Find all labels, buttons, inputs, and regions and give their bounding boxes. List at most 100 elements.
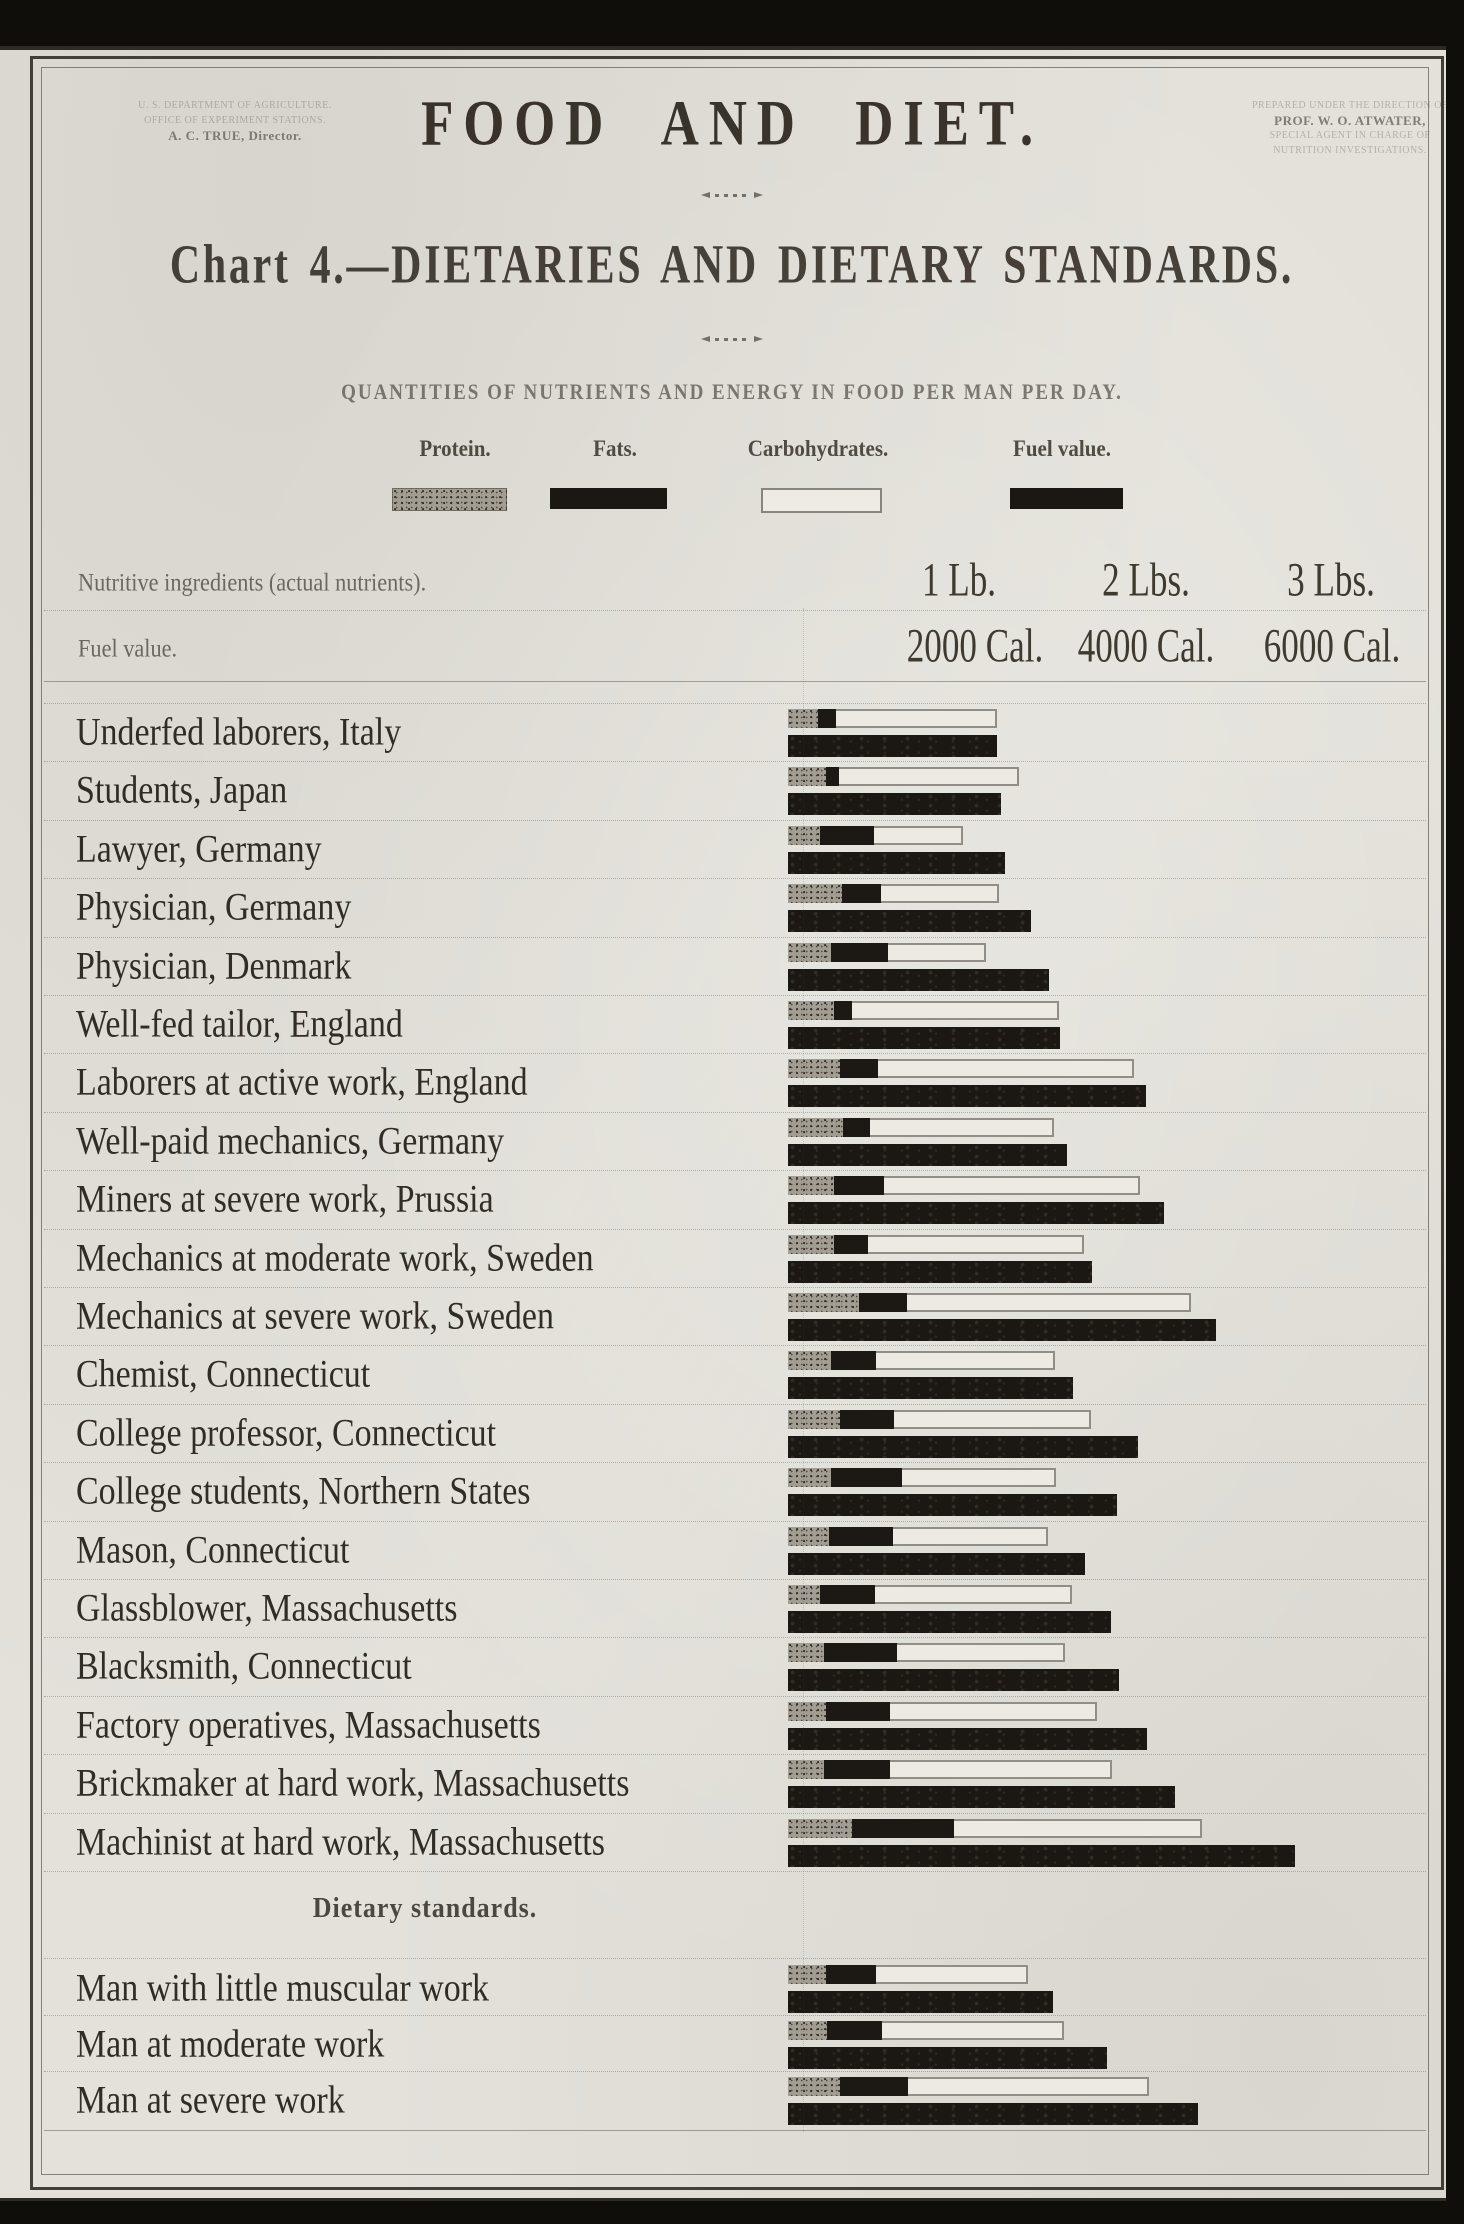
- page-title: FOOD AND DIET.: [421, 87, 1043, 159]
- credit-right-line1: PREPARED UNDER THE DIRECTION OF: [1251, 100, 1449, 111]
- nutrients-bar: [788, 1409, 1091, 1429]
- ornament-right-arrow-icon: [754, 336, 763, 342]
- fats-segment: [820, 825, 874, 845]
- row-separator-line: [44, 1345, 1426, 1347]
- row-label: Machinist at hard work, Massachusetts: [76, 1819, 605, 1863]
- row-label: College students, Northern States: [76, 1468, 531, 1513]
- carbohydrates-segment: [876, 1351, 1055, 1371]
- protein-segment: [788, 1176, 834, 1196]
- fuel-value-bar: [788, 735, 997, 757]
- chart-row: Factory operatives, Massachusetts: [0, 1699, 1464, 1757]
- chart-row: College professor, Connecticut: [0, 1407, 1464, 1465]
- row-label: Physician, Denmark: [76, 943, 352, 987]
- row-label: Lawyer, Germany: [76, 826, 322, 871]
- fuel-value-bar: [788, 1085, 1146, 1108]
- row-separator-line: [44, 1287, 1426, 1288]
- row-separator-line: [44, 2071, 1426, 2072]
- nutrients-bar: [788, 1234, 1084, 1254]
- fats-segment: [824, 1643, 897, 1663]
- axis-tick-1lb: 1 Lb.: [921, 554, 997, 607]
- protein-segment: [788, 1409, 840, 1429]
- carbohydrates-segment: [954, 1818, 1202, 1838]
- carbohydrates-segment: [836, 709, 997, 728]
- row-label: Well-paid mechanics, Germany: [76, 1118, 505, 1163]
- chart-row: Brickmaker at hard work, Massachusetts: [0, 1757, 1464, 1815]
- fats-segment: [820, 1585, 875, 1604]
- fats-segment: [834, 1176, 884, 1196]
- fuel-value-bar: [788, 1669, 1119, 1692]
- column-divider-line: [803, 608, 804, 2132]
- fuel-value-bar: [788, 1377, 1073, 1400]
- fats-segment: [826, 1701, 890, 1721]
- row-label: Well-fed tailor, England: [76, 1001, 403, 1046]
- credit-left-line3: A. C. TRUE, Director.: [168, 128, 302, 143]
- chart-frame-outer: [30, 56, 1444, 2190]
- nutrients-bar: [788, 1059, 1134, 1079]
- row-separator-line: [44, 1695, 1426, 1697]
- row-separator-line: [44, 1228, 1426, 1230]
- chart-row: Physician, Denmark: [0, 940, 1464, 998]
- carbohydrates-segment: [897, 1643, 1065, 1663]
- row-label: College professor, Connecticut: [76, 1410, 497, 1455]
- protein-segment: [788, 1760, 824, 1780]
- protein-segment: [788, 1526, 829, 1546]
- row-label: Underfed laborers, Italy: [76, 709, 402, 754]
- row-separator-line: [44, 1754, 1426, 1756]
- row-separator-line: [44, 878, 1426, 880]
- ornament-left-arrow-icon: [701, 336, 710, 342]
- chart-row: Mason, Connecticut: [0, 1524, 1464, 1582]
- nutrients-bar: [788, 709, 997, 728]
- ornament-divider-icon: [0, 336, 1464, 342]
- fats-segment: [818, 709, 836, 728]
- fuel-value-bar: [788, 2047, 1107, 2069]
- chart-row: Glassblower, Massachusetts: [0, 1582, 1464, 1640]
- protein-segment: [788, 1351, 831, 1371]
- row-label: Man at severe work: [76, 2077, 345, 2122]
- row-separator-line: [44, 1637, 1426, 1639]
- row-separator-line: [44, 1053, 1426, 1055]
- protein-segment: [788, 1643, 824, 1663]
- fats-segment: [831, 942, 888, 962]
- chart-row: Underfed laborers, Italy: [0, 706, 1464, 764]
- fuel-value-bar: [788, 1991, 1053, 2013]
- row-label: Glassblower, Massachusetts: [76, 1585, 458, 1630]
- axis-tick-3lbs: 3 Lbs.: [1287, 554, 1375, 607]
- chart-row: Blacksmith, Connecticut: [0, 1640, 1464, 1698]
- row-separator-line: [44, 936, 1426, 938]
- row-separator-line: [44, 1958, 1426, 1959]
- axis-tick-4000cal: 4000 Cal.: [1077, 620, 1215, 673]
- row-label: Miners at severe work, Prussia: [76, 1176, 494, 1221]
- nutrients-bar: [788, 1001, 1059, 1020]
- nutrients-bar: [788, 825, 963, 845]
- credit-left-line2: OFFICE OF EXPERIMENT STATIONS.: [144, 115, 326, 126]
- chart-subtitle: QUANTITIES OF NUTRIENTS AND ENERGY IN FO…: [341, 380, 1123, 405]
- nutrients-bar: [788, 2021, 1064, 2040]
- nutrients-bar: [788, 2077, 1149, 2096]
- carbohydrates-segment: [894, 1409, 1091, 1429]
- carbohydrates-segment: [882, 2021, 1064, 2040]
- nutrients-bar: [788, 1117, 1054, 1137]
- row-separator-line: [44, 1812, 1426, 1814]
- row-label: Brickmaker at hard work, Massachusetts: [76, 1760, 630, 1805]
- axis-tick-6000cal: 6000 Cal.: [1263, 620, 1401, 673]
- credit-right-line4: NUTRITION INVESTIGATIONS.: [1273, 145, 1427, 156]
- row-label: Man with little muscular work: [76, 1965, 489, 2010]
- row-label: Mechanics at moderate work, Sweden: [76, 1235, 594, 1279]
- standards-section-heading: Dietary standards.: [312, 1891, 538, 1924]
- chart-frame-inner: [41, 67, 1429, 2175]
- protein-segment: [788, 1293, 859, 1312]
- credit-block-left: U. S. DEPARTMENT OF AGRICULTURE. OFFICE …: [110, 98, 360, 143]
- row-label: Laborers at active work, England: [76, 1059, 528, 1104]
- fats-segment: [843, 1117, 870, 1137]
- protein-segment: [788, 1059, 840, 1079]
- protein-segment: [788, 825, 820, 845]
- protein-segment: [788, 1117, 843, 1137]
- carbohydrates-segment: [868, 1234, 1084, 1254]
- fuel-value-bar: [788, 1611, 1111, 1633]
- carbohydrates-segment: [893, 1526, 1048, 1546]
- photo-edge-right: [1446, 40, 1464, 2202]
- row-separator-line: [44, 1111, 1426, 1113]
- fats-segment: [824, 1760, 890, 1780]
